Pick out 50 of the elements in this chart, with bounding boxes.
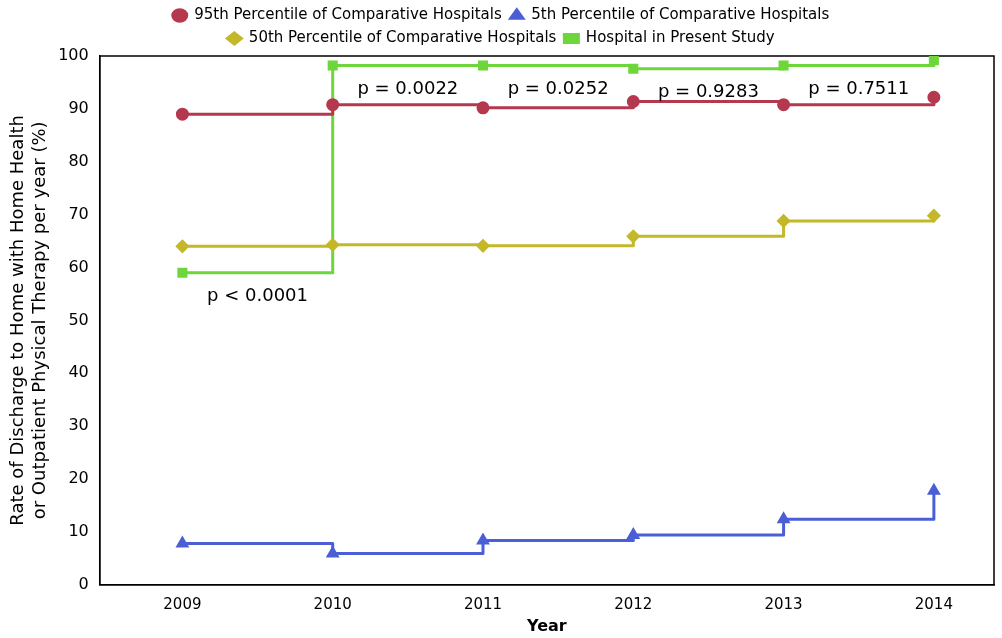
point [476, 239, 490, 253]
y-tick-label: 60 [68, 256, 89, 276]
point [777, 512, 790, 524]
point [326, 238, 340, 252]
legend-label: Hospital in Present Study [585, 28, 775, 47]
point [627, 528, 640, 540]
annotation: p = 0.7511 [808, 77, 910, 99]
point [927, 209, 941, 223]
annotation: p < 0.0001 [207, 284, 309, 306]
point [477, 533, 489, 545]
point [477, 60, 489, 71]
point [626, 229, 640, 243]
x-tick-label: 2012 [614, 594, 653, 613]
point [177, 267, 188, 278]
y-tick-label: 100 [58, 45, 89, 65]
y-axis-title: Rate of Discharge to Home with Home Health or Outpatient Physical Therapy per year (%) [6, 115, 50, 526]
x-tick-label: 2011 [463, 594, 503, 613]
point [778, 60, 789, 71]
y-tick-label: 90 [68, 98, 89, 118]
x-tick-label: 2013 [764, 594, 803, 613]
y-tick-label: 70 [68, 203, 89, 223]
x-tick-label: 2009 [163, 594, 202, 613]
point [326, 547, 339, 558]
point [327, 60, 338, 71]
y-tick-label: 10 [68, 521, 89, 541]
annotation: p = 0.9283 [657, 80, 759, 102]
annotation: p = 0.0252 [507, 77, 609, 99]
point [175, 239, 189, 253]
point [928, 56, 939, 66]
y-tick-label: 20 [68, 468, 89, 488]
point [927, 90, 941, 104]
point [476, 101, 490, 115]
point [628, 63, 639, 74]
annotation: p = 0.0022 [357, 77, 459, 99]
y-tick-label: 30 [68, 415, 89, 435]
y-tick-label: 40 [68, 362, 89, 382]
legend-label: 5th Percentile of Comparative Hospitals [531, 5, 830, 24]
x-tick-label: 2014 [914, 594, 953, 613]
point [175, 107, 189, 121]
legend-label: 50th Percentile of Comparative Hospitals [248, 28, 557, 47]
legend-label: 95th Percentile of Comparative Hospitals [194, 5, 502, 24]
y-tick-label: 50 [68, 309, 89, 329]
y-tick-label: 0 [78, 573, 89, 593]
x-tick-label: 2010 [313, 594, 352, 613]
point [626, 94, 640, 108]
point [777, 98, 791, 112]
point [326, 98, 340, 112]
x-axis-title: Year [526, 615, 567, 635]
point [777, 214, 791, 228]
y-tick-label: 80 [68, 150, 89, 170]
